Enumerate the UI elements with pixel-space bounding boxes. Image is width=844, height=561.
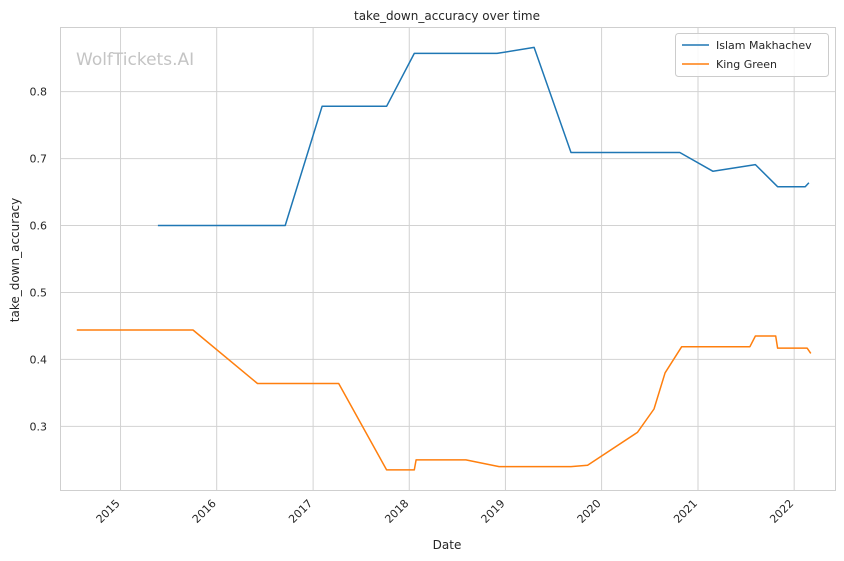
series-lines (76, 46, 812, 471)
x-tick-label: 2018 (382, 497, 411, 526)
y-axis-label: take_down_accuracy (8, 198, 22, 322)
tick-labels: 0.3 0.4 0.5 0.6 0.7 0.8 2015 2016 2017 2018 2019 20… (30, 86, 797, 526)
legend-label-islam-makhachev: Islam Makhachev (716, 39, 812, 52)
legend-box (675, 33, 829, 77)
y-tick-label: 0.3 (30, 420, 48, 433)
series-line-king-green (76, 329, 812, 471)
x-axis-label: Date (433, 538, 462, 552)
x-tick-label: 2019 (479, 497, 508, 526)
legend: Islam Makhachev King Green (675, 33, 829, 77)
y-tick-label: 0.7 (30, 153, 48, 166)
x-tick-label: 2015 (94, 497, 123, 526)
x-tick-label: 2021 (671, 497, 700, 526)
y-tick-label: 0.8 (30, 86, 48, 99)
y-tick-label: 0.4 (30, 353, 48, 366)
plot-frame (60, 27, 836, 491)
x-tick-label: 2022 (767, 497, 796, 526)
grid-lines (61, 28, 835, 490)
chart-title: take_down_accuracy over time (354, 9, 540, 23)
x-tick-label: 2020 (575, 497, 604, 526)
series-line-islam-makhachev (157, 46, 810, 227)
y-tick-label: 0.6 (30, 220, 48, 233)
x-tick-label: 2017 (286, 497, 315, 526)
x-tick-label: 2016 (190, 497, 219, 526)
legend-label-king-green: King Green (716, 58, 777, 71)
y-tick-label: 0.5 (30, 286, 48, 299)
watermark: WolfTickets.AI (76, 50, 194, 70)
